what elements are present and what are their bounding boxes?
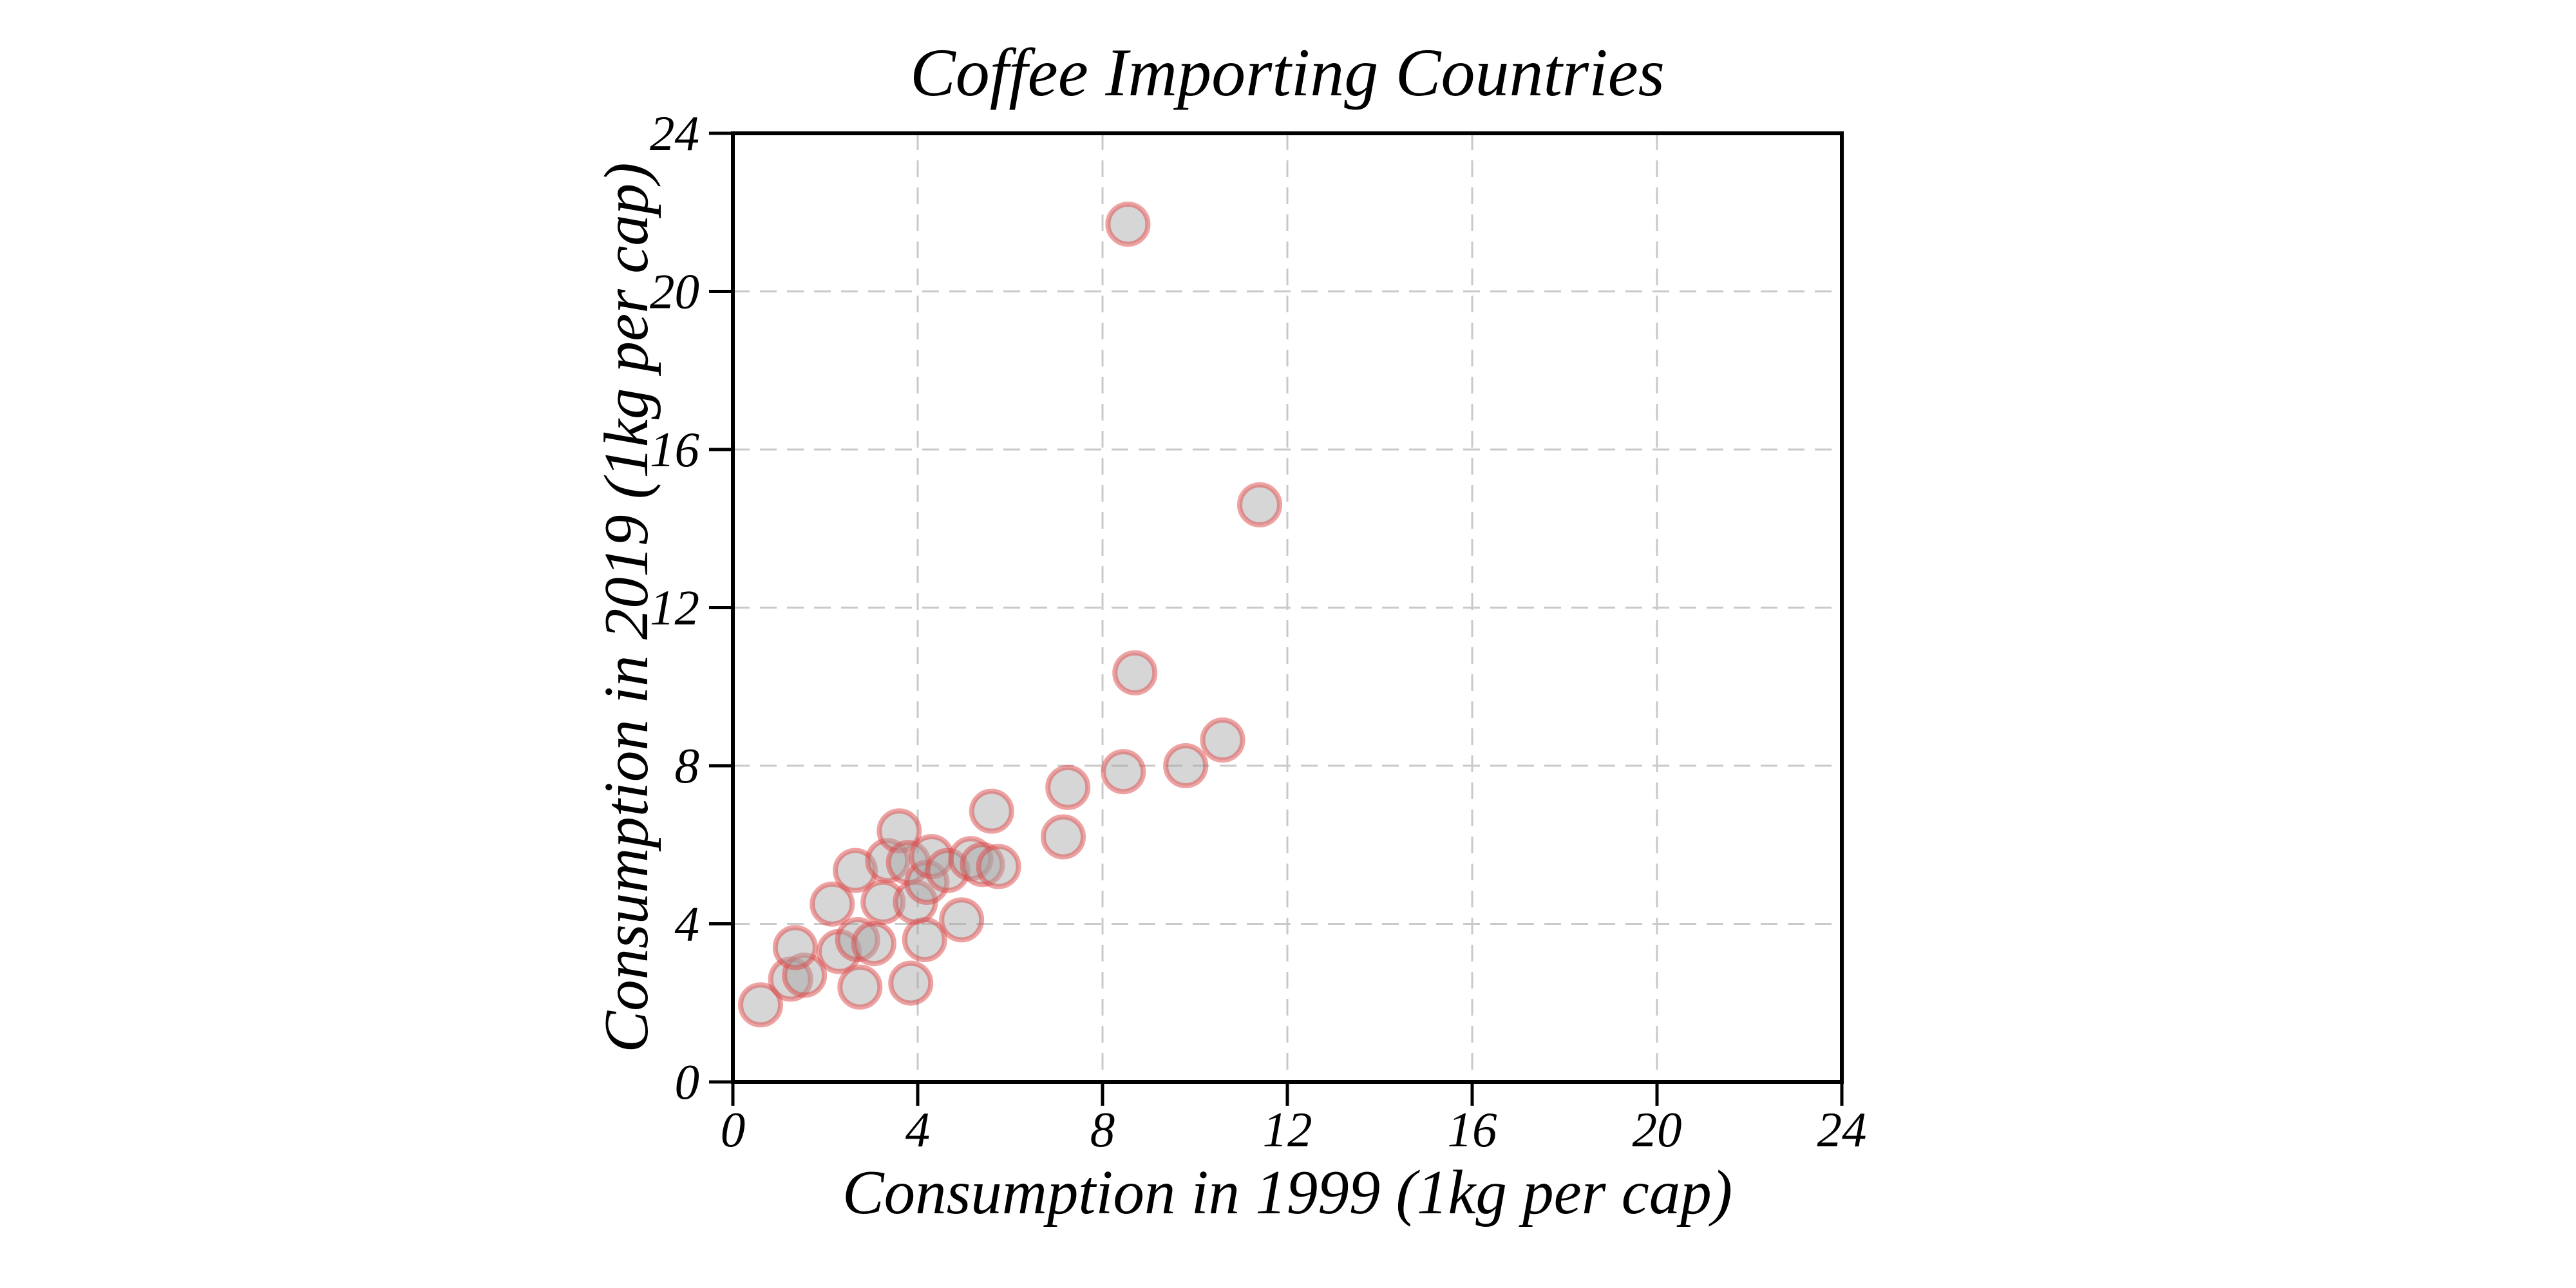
data-point-31 bbox=[1236, 482, 1282, 527]
x-tick-label-0: 0 bbox=[721, 1102, 746, 1157]
data-point-20 bbox=[939, 897, 985, 943]
data-point-27 bbox=[1101, 749, 1146, 795]
data-point-26 bbox=[1045, 764, 1091, 810]
data-point-29 bbox=[1200, 717, 1245, 763]
data-point-3 bbox=[772, 925, 818, 971]
x-tick-label-4: 4 bbox=[905, 1102, 931, 1157]
data-point-28 bbox=[1163, 743, 1209, 788]
y-tick-label-24: 24 bbox=[650, 106, 699, 161]
data-point-9 bbox=[902, 917, 947, 963]
data-point-30 bbox=[1112, 650, 1158, 696]
y-tick-label-20: 20 bbox=[650, 264, 699, 319]
data-point-24 bbox=[969, 788, 1014, 834]
x-tick-label-16: 16 bbox=[1448, 1102, 1498, 1157]
data-point-32 bbox=[1105, 202, 1151, 247]
y-tick-label-12: 12 bbox=[650, 580, 699, 636]
y-tick-label-16: 16 bbox=[650, 422, 700, 477]
data-point-6 bbox=[851, 921, 896, 967]
data-point-23 bbox=[976, 844, 1021, 889]
x-tick-label-8: 8 bbox=[1090, 1102, 1115, 1157]
y-tick-label-8: 8 bbox=[675, 738, 700, 793]
x-axis-label: Consumption in 1999 (1kg per cap) bbox=[842, 1158, 1733, 1227]
x-tick-label-20: 20 bbox=[1633, 1102, 1682, 1157]
y-axis-label: Consumption in 2019 (1kg per cap) bbox=[592, 162, 661, 1053]
data-point-25 bbox=[1041, 814, 1086, 860]
y-tick-label-4: 4 bbox=[675, 896, 700, 952]
plot-border bbox=[731, 131, 1844, 1084]
data-point-19 bbox=[925, 848, 971, 893]
y-tick-label-0: 0 bbox=[675, 1054, 700, 1110]
data-point-7 bbox=[837, 964, 883, 1010]
x-tick-label-24: 24 bbox=[1817, 1102, 1867, 1157]
data-point-10 bbox=[810, 881, 855, 927]
data-point-22 bbox=[960, 842, 1005, 887]
data-point-0 bbox=[738, 982, 784, 1028]
data-point-5 bbox=[835, 917, 880, 963]
chart-title: Coffee Importing Countries bbox=[910, 35, 1665, 110]
x-tick-label-12: 12 bbox=[1263, 1102, 1312, 1157]
data-point-8 bbox=[888, 960, 934, 1006]
